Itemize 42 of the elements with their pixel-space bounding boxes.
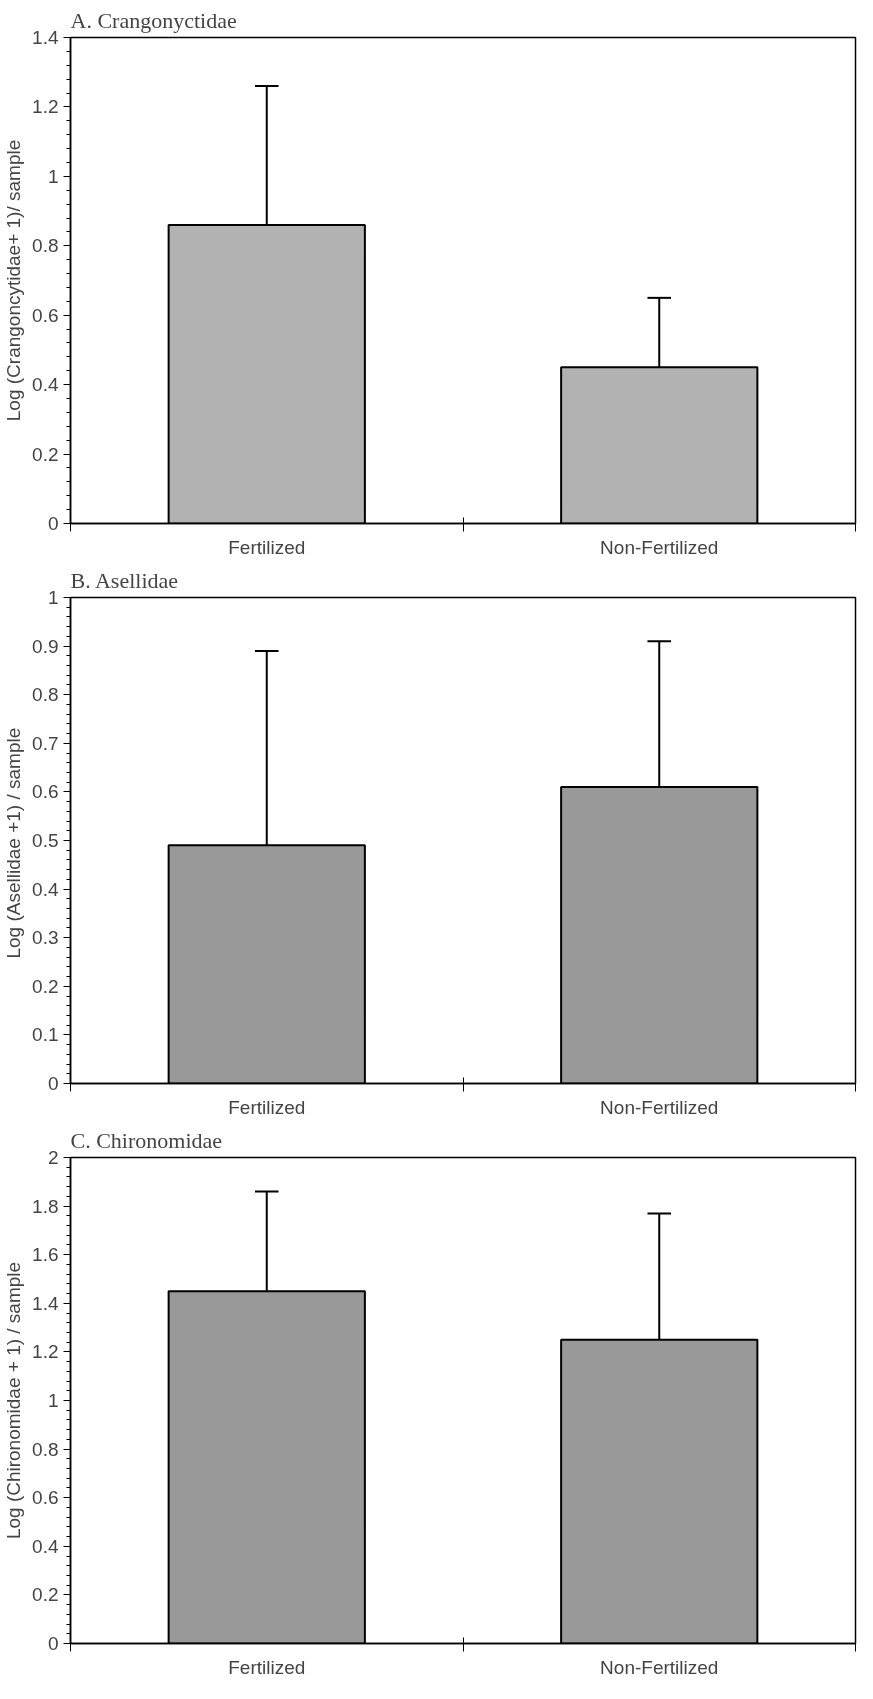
x-tick-label: Fertilized: [228, 1096, 306, 1118]
y-tick-label: 1: [47, 587, 59, 608]
y-tick-label: 0.4: [32, 878, 59, 900]
y-tick-label: 0.6: [32, 304, 59, 326]
y-tick-label: 0.9: [32, 635, 59, 657]
y-tick-label: 0.4: [32, 374, 59, 396]
y-tick-label: 1.4: [32, 27, 59, 48]
y-tick-label: 0.7: [32, 732, 59, 754]
y-tick-label: 0.8: [32, 684, 59, 706]
x-tick-label: Non-Fertilized: [600, 1096, 719, 1118]
chart-title: B. Asellidae: [70, 567, 179, 593]
y-tick-label: 0.1: [32, 1024, 59, 1046]
y-tick-label: 0.8: [32, 1438, 59, 1460]
x-tick-label: Non-Fertilized: [600, 1656, 719, 1678]
y-tick-label: 0.3: [32, 927, 59, 949]
y-tick-label: 0.8: [32, 235, 59, 257]
y-tick-label: 1.8: [32, 1195, 59, 1217]
chart-title: A. Crangonyctidae: [70, 7, 237, 33]
y-tick-label: 1.6: [32, 1244, 59, 1266]
y-tick-label: 1: [47, 1390, 59, 1411]
y-tick-label: 1.2: [32, 1341, 59, 1363]
y-tick-label: 0.4: [32, 1535, 59, 1557]
y-tick-label: 1.2: [32, 96, 59, 118]
y-axis-title: Log (Chironomidae + 1) / sample: [3, 1261, 25, 1540]
y-tick-label: 0.6: [32, 781, 59, 803]
y-tick-label: 0: [47, 1633, 59, 1654]
y-tick-label: 0.2: [32, 443, 59, 465]
y-tick-label: 0: [47, 1073, 59, 1094]
y-tick-label: 0.2: [32, 1584, 59, 1606]
chart-title: C. Chironomidae: [70, 1127, 223, 1153]
y-tick-label: 1.4: [32, 1292, 59, 1314]
y-tick-label: 0: [47, 513, 59, 534]
x-tick-label: Non-Fertilized: [600, 536, 719, 558]
y-axis-title: Log (Crangoncytidae+ 1)/ sample: [3, 139, 25, 422]
y-tick-label: 2: [47, 1147, 59, 1168]
x-tick-label: Fertilized: [228, 1656, 306, 1678]
y-tick-label: 1: [47, 165, 59, 187]
y-axis-title: Log (Asellidae +1) / sample: [3, 727, 25, 959]
y-tick-label: 0.6: [32, 1487, 59, 1509]
y-tick-label: 0.2: [32, 975, 59, 997]
y-tick-label: 0.5: [32, 830, 59, 851]
x-tick-label: Fertilized: [228, 536, 306, 558]
